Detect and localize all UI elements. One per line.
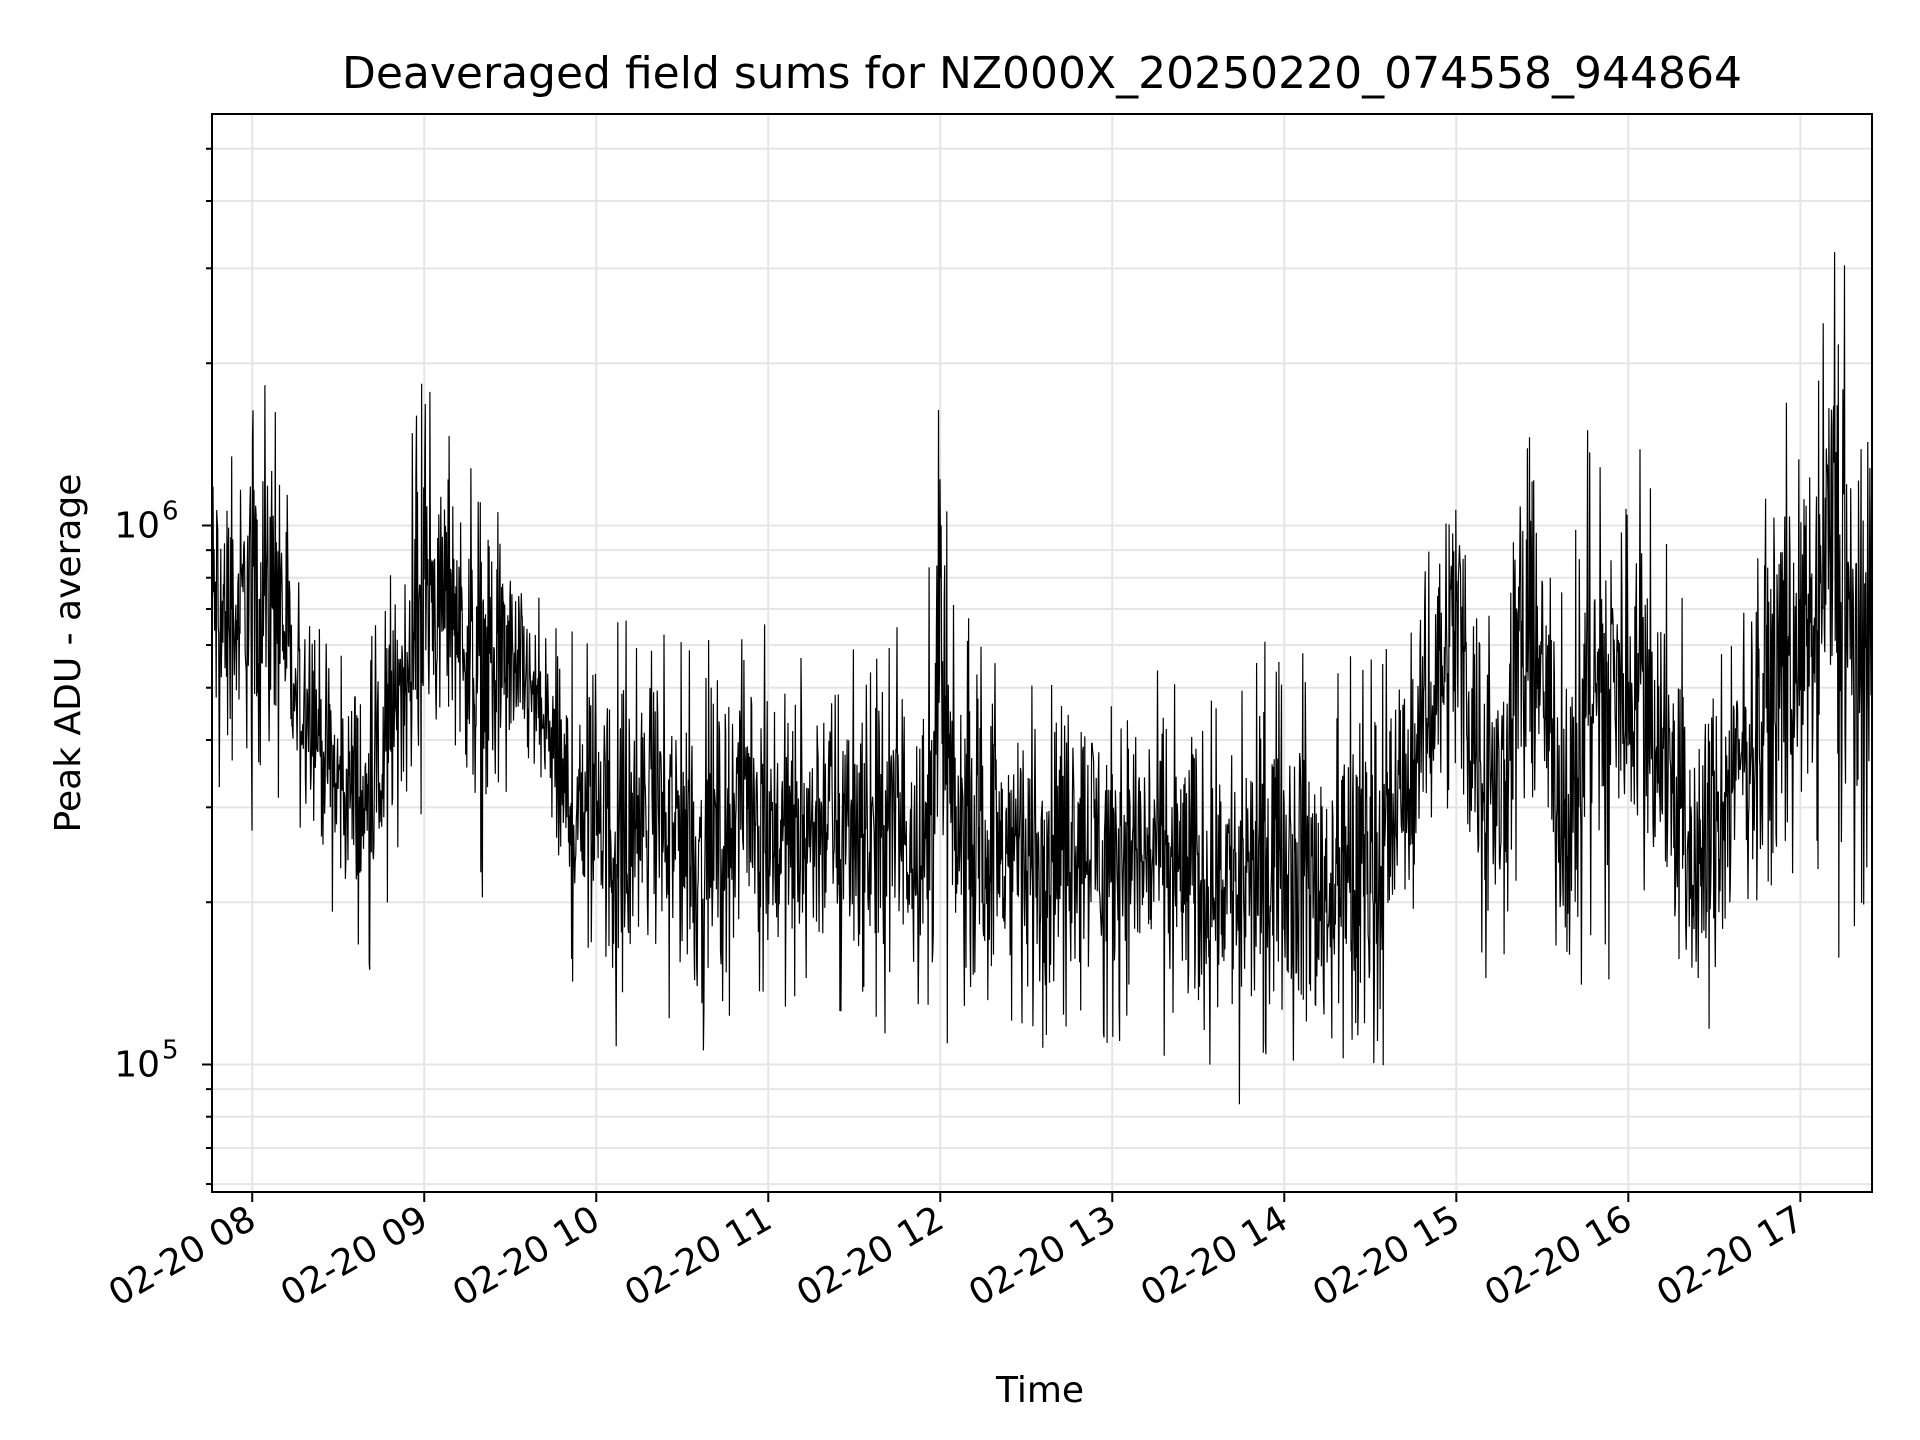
x-tick-label: 02-20 13 xyxy=(962,1198,1123,1314)
x-tick-label: 02-20 11 xyxy=(618,1198,779,1314)
x-tick-label: 02-20 09 xyxy=(274,1198,435,1314)
x-tick-label: 02-20 12 xyxy=(790,1198,951,1314)
y-tick-label-exponent: 6 xyxy=(162,496,179,526)
y-tick-label: 10 xyxy=(114,505,160,546)
x-tick-label: 02-20 15 xyxy=(1306,1198,1467,1314)
x-tick-label: 02-20 17 xyxy=(1650,1198,1811,1314)
x-tick-label: 02-20 14 xyxy=(1134,1198,1295,1314)
plot-frame xyxy=(211,113,1873,1193)
grid xyxy=(212,114,1872,1192)
y-tick-label-exponent: 5 xyxy=(162,1035,179,1065)
x-axis-label: Time xyxy=(995,1370,1084,1411)
series-line xyxy=(211,252,1873,1105)
chart-title: Deaveraged field sums for NZ000X_2025022… xyxy=(342,48,1742,99)
y-axis-label: Peak ADU - average xyxy=(48,474,89,833)
x-tick-label: 02-20 10 xyxy=(446,1198,607,1314)
x-tick-label: 02-20 16 xyxy=(1478,1198,1639,1314)
y-tick-label: 10 xyxy=(114,1044,160,1085)
x-tick-label: 02-20 08 xyxy=(102,1198,263,1314)
series-path xyxy=(211,252,1873,1105)
